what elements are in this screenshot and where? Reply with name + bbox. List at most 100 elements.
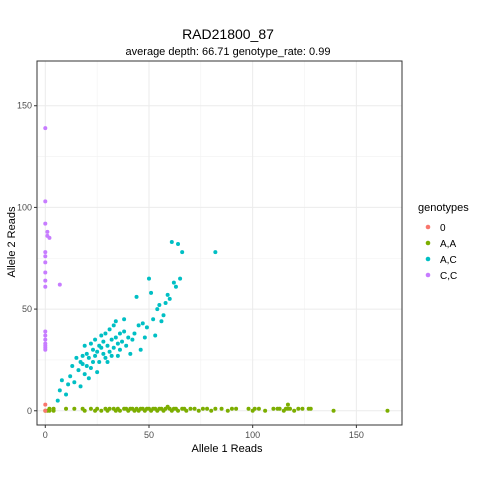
panel-background	[37, 61, 402, 425]
data-point	[43, 199, 48, 204]
x-tick-label: 50	[144, 430, 154, 440]
data-point	[200, 406, 205, 411]
data-point	[213, 250, 218, 255]
data-point	[176, 242, 181, 247]
data-point	[271, 406, 276, 411]
data-point	[51, 408, 56, 413]
data-point	[95, 406, 100, 411]
data-point	[130, 337, 135, 342]
data-point	[234, 406, 239, 411]
data-point	[47, 406, 52, 411]
data-point	[225, 408, 230, 413]
data-point	[101, 339, 106, 344]
data-point	[55, 398, 60, 403]
data-point	[153, 333, 158, 338]
data-point	[43, 337, 48, 342]
data-point	[99, 408, 104, 413]
data-point	[285, 402, 290, 407]
data-point	[105, 343, 110, 348]
data-point	[84, 351, 89, 356]
x-tick-label: 0	[43, 430, 48, 440]
data-point	[99, 333, 104, 338]
data-point	[263, 408, 268, 413]
data-point	[331, 408, 336, 413]
data-point	[157, 303, 162, 308]
data-point	[64, 406, 69, 411]
legend-key	[425, 256, 431, 262]
data-point	[246, 406, 251, 411]
data-point	[122, 317, 127, 322]
data-point	[132, 331, 137, 336]
data-point	[134, 294, 139, 299]
data-point	[109, 337, 114, 342]
data-point	[101, 351, 106, 356]
data-point	[43, 278, 48, 283]
data-point	[178, 276, 183, 281]
data-point	[68, 374, 73, 379]
data-point	[64, 392, 69, 397]
data-point	[229, 406, 234, 411]
data-point	[93, 353, 98, 358]
legend-label: A,A	[440, 239, 456, 250]
data-point	[88, 341, 93, 346]
data-point	[115, 341, 120, 346]
legend-label: 0	[440, 223, 446, 234]
data-point	[171, 280, 176, 285]
data-point	[78, 384, 83, 389]
data-point	[115, 353, 120, 358]
data-point	[90, 347, 95, 352]
chart-subtitle: average depth: 66.71 genotype_rate: 0.99	[126, 46, 331, 58]
data-point	[103, 331, 108, 336]
data-point	[113, 335, 118, 340]
plot-area: 0 50 100 150 0 50 100 150	[17, 60, 403, 440]
y-tick-label: 100	[17, 202, 32, 212]
data-point	[43, 347, 48, 352]
data-point	[385, 408, 390, 413]
y-tick-label: 0	[27, 406, 32, 416]
data-point	[80, 353, 85, 358]
data-point	[80, 361, 85, 366]
data-point	[124, 343, 129, 348]
data-point	[43, 333, 48, 338]
data-point	[146, 276, 151, 281]
data-point	[126, 335, 131, 340]
data-point	[192, 406, 197, 411]
data-point	[196, 408, 201, 413]
data-point	[95, 370, 100, 375]
panel-border	[36, 60, 403, 426]
data-point	[43, 284, 48, 289]
legend: genotypes 0 A,A A,C C,C	[418, 202, 469, 282]
legend-key	[425, 240, 431, 246]
data-point	[88, 406, 93, 411]
data-point	[86, 376, 91, 381]
data-point	[180, 250, 185, 255]
data-point	[43, 260, 48, 265]
data-point	[188, 406, 193, 411]
data-point	[82, 408, 87, 413]
data-point	[43, 250, 48, 255]
data-point	[117, 408, 122, 413]
data-point	[72, 380, 77, 385]
data-point	[128, 351, 133, 356]
data-point	[169, 239, 174, 244]
data-point	[142, 335, 147, 340]
data-point	[107, 327, 112, 332]
data-point	[296, 406, 301, 411]
y-tick-label: 150	[17, 101, 32, 111]
data-point	[43, 408, 48, 413]
x-tick-label: 150	[349, 430, 364, 440]
data-point	[43, 402, 48, 407]
data-point	[256, 406, 261, 411]
data-point	[111, 323, 116, 328]
chart-title: RAD21800_87	[182, 26, 274, 42]
data-point	[88, 366, 93, 371]
data-point	[159, 319, 164, 324]
data-point	[173, 284, 178, 289]
data-point	[138, 347, 143, 352]
data-point	[74, 355, 79, 360]
data-point	[144, 325, 149, 330]
data-point	[155, 307, 160, 312]
data-point	[47, 235, 52, 240]
data-point	[43, 126, 48, 131]
data-point	[252, 406, 257, 411]
